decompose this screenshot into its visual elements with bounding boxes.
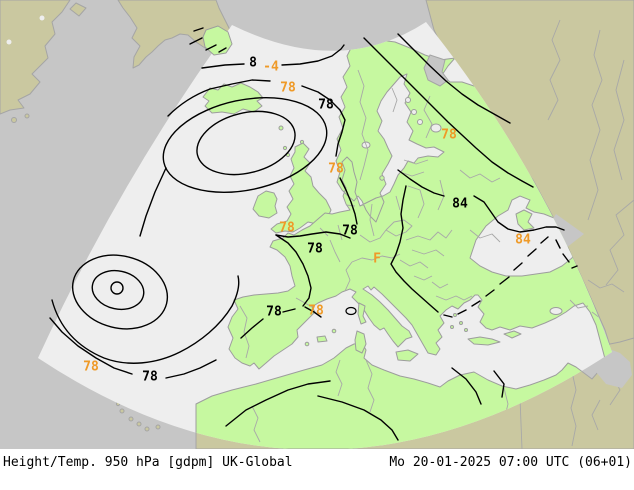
contour-label: 84 — [452, 197, 468, 212]
contour-label: 84 — [515, 233, 531, 248]
black-sea-outside-corner — [548, 214, 584, 248]
contour-label: 78 — [318, 98, 334, 113]
contour-label: 78 — [266, 305, 282, 320]
gotland — [379, 175, 385, 181]
contour-label: 78 — [279, 221, 295, 236]
lake-ladoga — [430, 123, 442, 133]
height-contours — [49, 27, 578, 441]
sardinia — [354, 330, 367, 354]
contour-label: 78 — [342, 224, 358, 239]
canada-island — [69, 2, 87, 17]
ibiza — [304, 341, 310, 347]
corsica — [357, 302, 367, 325]
contour-label: 78 — [328, 162, 344, 177]
caption-bar: Height/Temp. 950 hPa [gdpm] UK-Global Mo… — [0, 449, 634, 490]
contour-label: -4 — [263, 60, 279, 75]
cyprus — [503, 330, 522, 339]
caption-datetime: Mo 20-01-2025 07:00 UTC (06+01) — [389, 455, 632, 470]
contour-label: 8 — [249, 56, 257, 71]
contour-label: 78 — [142, 370, 158, 385]
country-borders — [239, 69, 601, 449]
closed-contour-balearic — [345, 306, 357, 316]
crimea — [515, 209, 535, 231]
white-sea — [423, 54, 449, 87]
contour-label: 78 — [308, 304, 324, 319]
contour-label: F — [373, 252, 381, 267]
ireland — [252, 190, 278, 219]
faroe-islands — [278, 125, 284, 131]
canada-labrador — [0, 0, 71, 115]
contour-label: 78 — [441, 128, 457, 143]
caption-field-model: Height/Temp. 950 hPa [gdpm] UK-Global — [3, 455, 293, 470]
menorca — [331, 328, 337, 334]
great-britain — [270, 142, 332, 234]
crete — [467, 336, 501, 346]
contour-label: 78 — [280, 81, 296, 96]
contour-label: 78 — [307, 242, 323, 257]
contour-label: 78 — [83, 360, 99, 375]
salt-lake-turkey — [549, 307, 563, 315]
sicily — [395, 349, 419, 362]
mallorca — [316, 335, 328, 343]
east-med-outside-corner — [595, 350, 632, 388]
map-area: 8 -4 78 78 78 78 84 78 78 78 84 78 78 78 78 F — [0, 0, 634, 449]
canary-islands — [115, 401, 161, 432]
